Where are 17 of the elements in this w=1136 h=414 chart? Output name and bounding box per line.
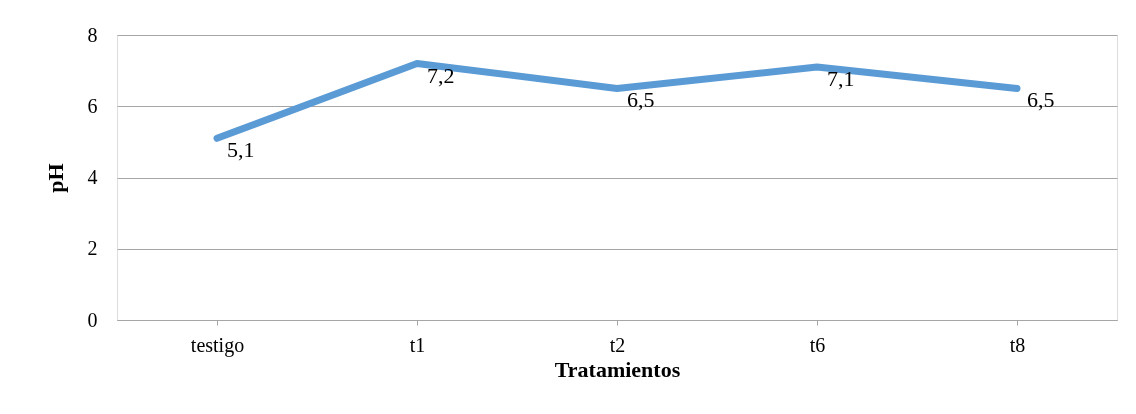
x-tick-label: t2 — [609, 333, 626, 356]
x-tick-label: testigo — [190, 333, 245, 357]
y-tick-label: 8 — [87, 23, 98, 46]
x-axis-title: Tratamientos — [554, 356, 681, 382]
y-axis-title: pH — [42, 163, 68, 193]
data-label: 5,1 — [227, 137, 255, 163]
x-tick-label: t6 — [809, 333, 826, 356]
x-tick-label: t1 — [409, 333, 426, 356]
x-tick-label: t8 — [1009, 333, 1026, 356]
y-tick-label: 6 — [87, 94, 98, 117]
data-label: 6,5 — [627, 87, 655, 113]
y-tick-label: 4 — [87, 166, 98, 188]
data-label: 6,5 — [1027, 87, 1055, 113]
data-label: 7,1 — [827, 66, 855, 92]
data-label: 7,2 — [427, 62, 455, 88]
y-tick-label: 0 — [87, 308, 98, 331]
y-tick-label: 2 — [87, 237, 98, 260]
